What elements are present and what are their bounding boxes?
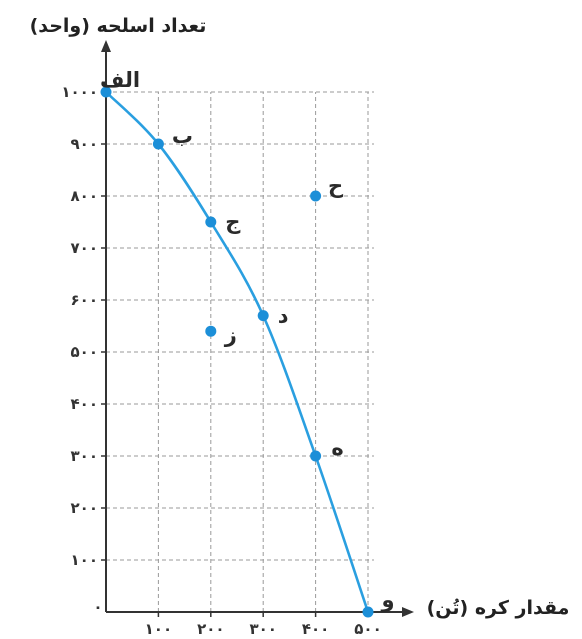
tick-marks xyxy=(101,91,369,617)
y-axis-title: تعداد اسلحه (واحد) xyxy=(30,15,207,37)
x-tick-label: ۲۰۰ xyxy=(197,620,224,638)
y-tick-label: ۴۰۰ xyxy=(71,395,98,413)
grid xyxy=(106,91,374,612)
point-label: د xyxy=(278,304,289,328)
point-label: الف xyxy=(100,68,140,92)
x-axis-title: مقدار کره (تُن) xyxy=(427,597,570,619)
y-tick-label: ۱۰۰۰ xyxy=(61,83,98,101)
point-label: ب xyxy=(172,124,193,148)
curve-point xyxy=(310,450,322,462)
off-curve-point xyxy=(310,190,322,202)
curve-point xyxy=(257,310,269,322)
y-tick-label: ۸۰۰ xyxy=(71,187,98,205)
tick-labels: ۱۰۰ ۲۰۰ ۳۰۰ ۴۰۰ ۵۰۰ ۶۰۰ ۷۰۰ ۸۰۰ ۹۰۰ ۱۰۰۰ ۱۰۰ ۲۰۰ ۳۰۰… xyxy=(61,83,381,638)
y-axis-arrow-icon xyxy=(101,40,111,52)
y-tick-label: ۵۰۰ xyxy=(71,343,98,361)
y-tick-label: ۷۰۰ xyxy=(71,239,98,257)
x-tick-label: ۱۰۰ xyxy=(145,620,172,638)
y-tick-label: ۹۰۰ xyxy=(71,135,98,153)
point-label: و xyxy=(380,588,394,612)
y-tick-label: ۳۰۰ xyxy=(71,447,98,465)
curve-point xyxy=(100,86,112,98)
point-label: ه xyxy=(331,436,343,460)
x-tick-label: ۴۰۰ xyxy=(302,620,329,638)
curve-point xyxy=(205,216,217,228)
point-label: ز xyxy=(224,323,237,347)
curve-point xyxy=(152,138,164,150)
y-tick-label: ۶۰۰ xyxy=(71,291,98,309)
point-label: ج xyxy=(225,210,241,235)
y-tick-label: ۱۰۰ xyxy=(71,551,98,569)
series-line xyxy=(104,90,370,614)
x-axis-arrow-icon xyxy=(402,607,414,617)
curve xyxy=(104,90,370,614)
data-points xyxy=(100,86,374,618)
axes xyxy=(101,40,414,617)
point-labels: الف ب ج د ه و ز ح xyxy=(100,68,395,612)
off-curve-point xyxy=(205,325,217,337)
origin-label: ٠ xyxy=(93,598,102,616)
curve-point xyxy=(362,606,374,618)
x-tick-label: ۵۰۰ xyxy=(354,620,381,638)
point-label: ح xyxy=(328,174,344,198)
y-tick-label: ۲۰۰ xyxy=(71,499,98,517)
x-tick-label: ۳۰۰ xyxy=(249,620,276,638)
